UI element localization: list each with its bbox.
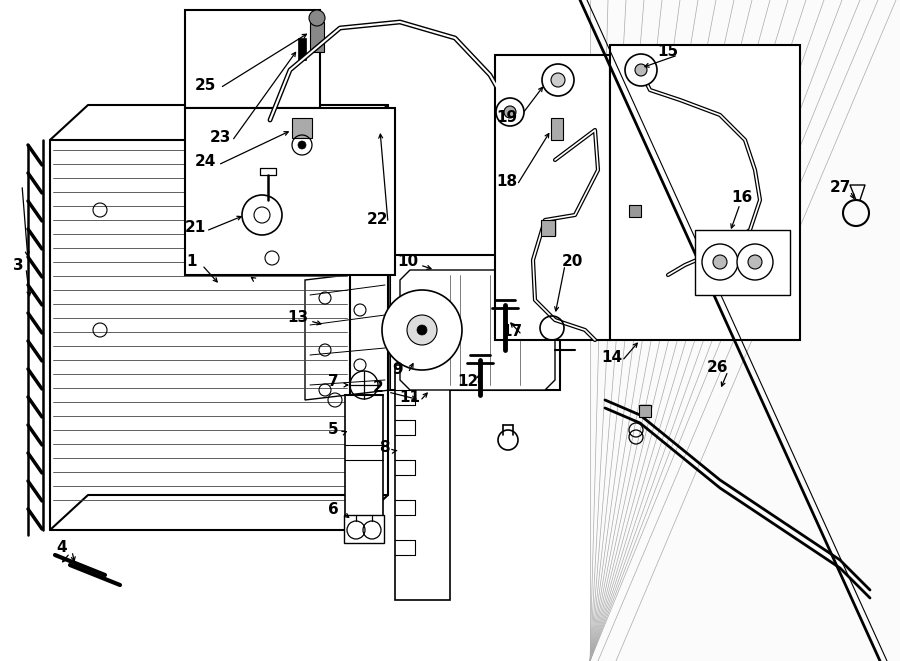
- Text: 2: 2: [373, 381, 383, 395]
- Text: 18: 18: [497, 175, 518, 190]
- Bar: [610, 45, 800, 340]
- Bar: [495, 55, 610, 340]
- Circle shape: [702, 244, 738, 280]
- Bar: [344, 515, 384, 543]
- Circle shape: [713, 255, 727, 269]
- Bar: [695, 230, 790, 295]
- Text: 27: 27: [829, 180, 850, 196]
- Bar: [310, 22, 324, 52]
- Text: 9: 9: [392, 362, 403, 377]
- Text: 16: 16: [732, 190, 752, 206]
- Bar: [185, 10, 320, 108]
- Text: 3: 3: [13, 258, 23, 272]
- Text: 26: 26: [707, 360, 729, 375]
- Circle shape: [407, 315, 437, 345]
- Text: 25: 25: [194, 77, 216, 93]
- Bar: [395, 365, 450, 600]
- Bar: [292, 118, 312, 138]
- Bar: [390, 255, 560, 390]
- Circle shape: [382, 290, 462, 370]
- Text: 19: 19: [497, 110, 518, 126]
- Circle shape: [748, 255, 762, 269]
- Circle shape: [551, 73, 565, 87]
- Text: 11: 11: [400, 391, 420, 405]
- Bar: [639, 405, 651, 417]
- Circle shape: [496, 98, 524, 126]
- Bar: [298, 38, 306, 60]
- Text: 17: 17: [501, 325, 523, 340]
- Circle shape: [504, 106, 516, 118]
- Text: 15: 15: [657, 44, 679, 59]
- Circle shape: [635, 64, 647, 76]
- Text: 8: 8: [379, 440, 390, 455]
- Circle shape: [309, 10, 325, 26]
- Text: 21: 21: [184, 221, 205, 235]
- Bar: [345, 395, 383, 520]
- Text: 4: 4: [57, 541, 68, 555]
- Text: 5: 5: [328, 422, 338, 438]
- Circle shape: [298, 141, 306, 149]
- Circle shape: [625, 54, 657, 86]
- Text: 6: 6: [328, 502, 338, 518]
- Circle shape: [417, 325, 427, 335]
- Bar: [629, 205, 641, 217]
- Polygon shape: [590, 0, 900, 661]
- Text: 24: 24: [194, 155, 216, 169]
- Text: 7: 7: [328, 375, 338, 389]
- Bar: [185, 108, 395, 275]
- Polygon shape: [305, 270, 390, 400]
- Text: 23: 23: [210, 130, 230, 145]
- Circle shape: [737, 244, 773, 280]
- Text: 1: 1: [187, 254, 197, 270]
- Text: 14: 14: [601, 350, 623, 366]
- Text: 12: 12: [457, 375, 479, 389]
- Text: 13: 13: [287, 311, 309, 325]
- Bar: [541, 220, 555, 236]
- Text: 20: 20: [562, 254, 582, 270]
- Polygon shape: [400, 270, 555, 390]
- Text: 22: 22: [367, 212, 389, 227]
- Text: 10: 10: [398, 254, 418, 270]
- Bar: [551, 118, 563, 140]
- Circle shape: [542, 64, 574, 96]
